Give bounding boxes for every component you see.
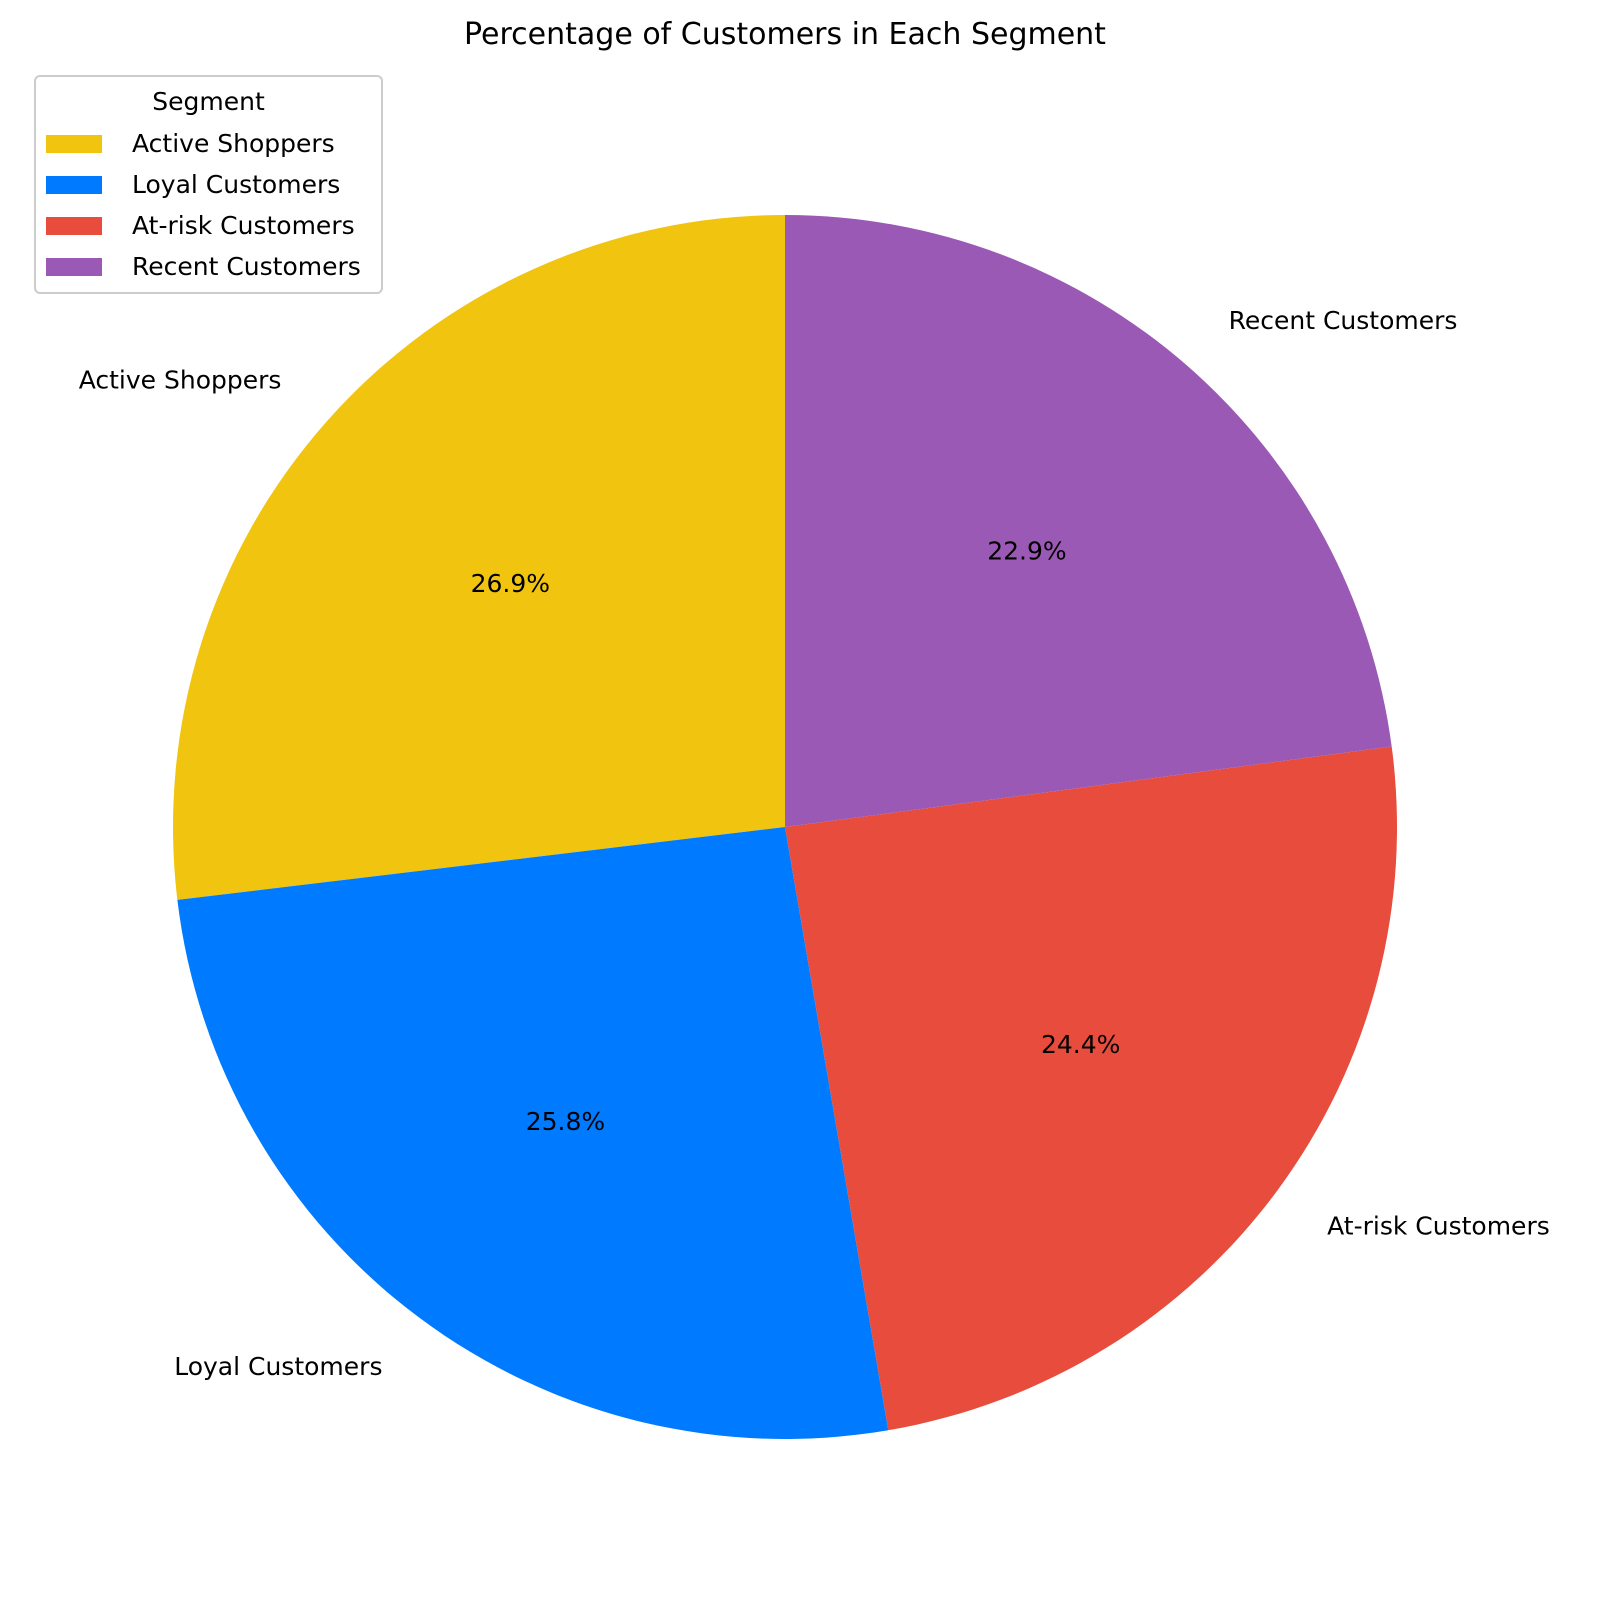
legend-swatch bbox=[46, 176, 102, 194]
pie-slice-recent-customers bbox=[785, 215, 1392, 827]
legend-swatch bbox=[46, 217, 102, 235]
legend-label: At-risk Customers bbox=[132, 211, 355, 240]
legend-label: Recent Customers bbox=[132, 252, 361, 281]
legend: Segment Active Shoppers Loyal Customers … bbox=[34, 75, 383, 294]
pie-labels: 26.9% Active Shoppers 25.8% Loyal Customers… bbox=[79, 306, 1550, 1381]
pie-slice-active-shoppers bbox=[173, 215, 786, 900]
slice-percent-label: 24.4% bbox=[1041, 1030, 1120, 1059]
slice-category-label: Loyal Customers bbox=[174, 1352, 382, 1381]
legend-label: Active Shoppers bbox=[132, 129, 335, 158]
legend-swatch bbox=[46, 135, 102, 153]
slice-category-label: Active Shoppers bbox=[79, 366, 282, 395]
chart-title: Percentage of Customers in Each Segment bbox=[464, 17, 1106, 52]
pie-slice-at-risk-customers bbox=[785, 746, 1398, 1431]
slice-percent-label: 25.8% bbox=[526, 1107, 605, 1136]
slice-percent-label: 26.9% bbox=[471, 569, 550, 598]
legend-swatch bbox=[46, 258, 102, 276]
pie-slices bbox=[173, 215, 1398, 1439]
legend-label: Loyal Customers bbox=[132, 170, 341, 199]
slice-percent-label: 22.9% bbox=[987, 536, 1066, 565]
slice-category-label: Recent Customers bbox=[1229, 306, 1458, 335]
pie-slice-loyal-customers bbox=[177, 827, 889, 1439]
slice-category-label: At-risk Customers bbox=[1327, 1212, 1550, 1241]
legend-title: Segment bbox=[152, 87, 265, 116]
